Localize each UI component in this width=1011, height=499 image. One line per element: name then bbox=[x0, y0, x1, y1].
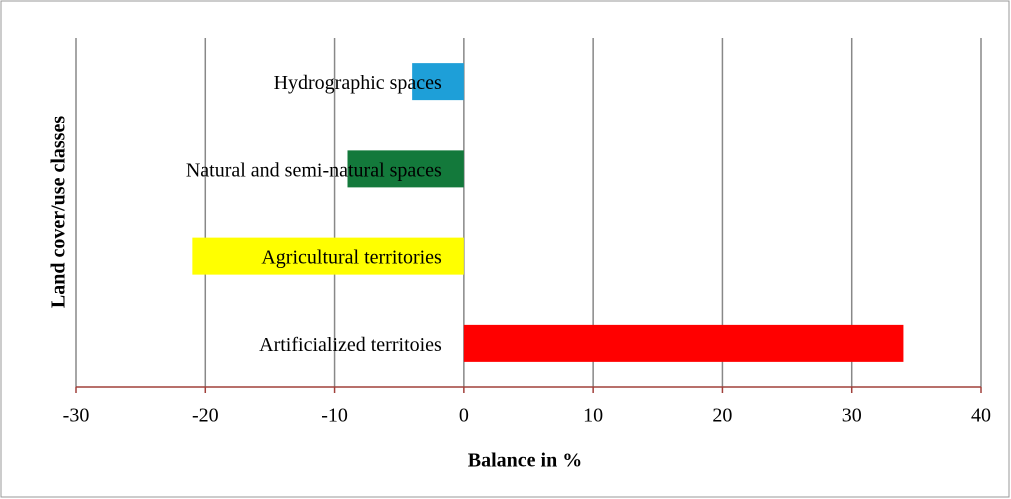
bar bbox=[412, 63, 464, 101]
x-tick-label: 10 bbox=[583, 405, 603, 427]
x-tick-label: 0 bbox=[459, 405, 469, 427]
bar bbox=[463, 324, 904, 362]
x-tick-label: -20 bbox=[192, 405, 219, 427]
x-tick-label: -30 bbox=[63, 405, 90, 427]
x-tick-label: 40 bbox=[971, 405, 991, 427]
y-axis-label: Land cover/use classes bbox=[48, 116, 70, 308]
bar bbox=[347, 150, 464, 188]
bar bbox=[192, 237, 464, 275]
x-axis-label: Balance in % bbox=[468, 450, 582, 472]
category-label: Artificialized territoies bbox=[259, 334, 442, 356]
category-label: Agricultural territories bbox=[261, 247, 442, 269]
category-label: Hydrographic spaces bbox=[274, 72, 442, 94]
x-tick-label: 20 bbox=[712, 405, 732, 427]
x-tick-label: 30 bbox=[842, 405, 862, 427]
category-label: Natural and semi-natural spaces bbox=[186, 159, 442, 181]
x-tick-label: -10 bbox=[321, 405, 348, 427]
